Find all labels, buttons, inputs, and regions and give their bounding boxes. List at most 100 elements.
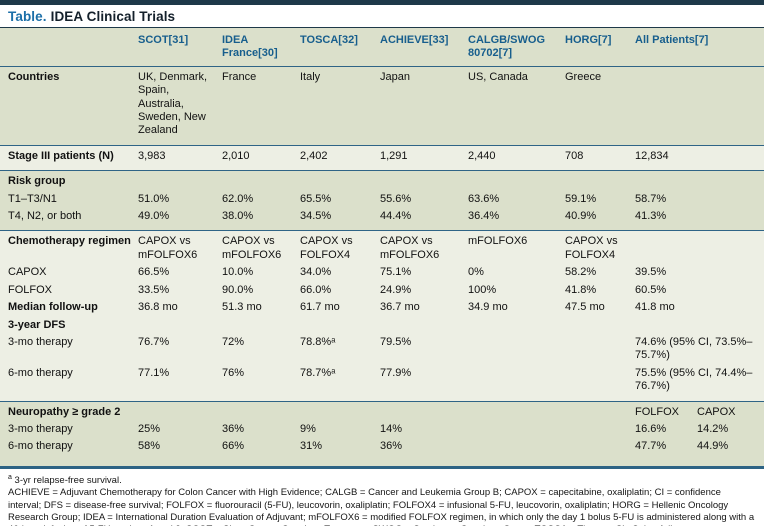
row-label: 3-mo therapy <box>8 422 73 435</box>
row-label: Chemotherapy regimen <box>0 230 138 265</box>
row-label: Median follow-up <box>8 301 98 314</box>
table-cell: 49.0% <box>138 210 170 223</box>
table-row: 6-mo therapy 77.1% 76% 78.7%ᵃ 77.9% 75.5… <box>0 365 764 401</box>
row-label: T4, N2, or both <box>8 210 82 223</box>
table-row: Median follow-up 36.8 mo 51.3 mo 61.7 mo… <box>0 299 764 316</box>
table-row: 3-mo therapy 76.7% 72% 78.8%ᵃ 79.5% 74.6… <box>0 334 764 365</box>
header-empty-cell <box>0 28 138 67</box>
row-label: Countries <box>0 65 138 146</box>
header-col-achieve: ACHIEVE[33] <box>380 34 449 46</box>
table-cell <box>635 65 764 146</box>
table-cell: 2,440 <box>468 144 565 171</box>
footnote-marker: a <box>8 473 12 481</box>
table-cell: 36% <box>222 422 245 435</box>
row-label: 6-mo therapy <box>8 440 73 453</box>
section-stage: Stage III patients (N) 3,983 2,010 2,402… <box>0 144 764 171</box>
table-cell: mFOLFOX6 <box>468 230 565 265</box>
table-row: 3-year DFS <box>0 317 764 334</box>
clinical-trials-table: SCOT[31] IDEA France[30] TOSCA[32] ACHIE… <box>0 27 764 469</box>
table-cell: 51.3 mo <box>222 301 262 314</box>
table-cell: CAPOX vs mFOLFOX6 <box>380 230 468 265</box>
table-cell: 66% <box>222 440 245 453</box>
table-cell: Greece <box>565 65 635 146</box>
table-row: T4, N2, or both 49.0% 38.0% 34.5% 44.4% … <box>0 208 764 231</box>
table-cell: 38.0% <box>222 210 254 223</box>
table-cell: 0% <box>468 266 484 279</box>
table-cell <box>565 365 635 401</box>
table-header: SCOT[31] IDEA France[30] TOSCA[32] ACHIE… <box>0 27 764 67</box>
table-cell: 3,983 <box>138 144 222 171</box>
table-cell: 60.5% <box>635 283 667 296</box>
table-cell <box>565 421 635 438</box>
table-cell: 58.2% <box>565 266 597 279</box>
table-cell: 59.1% <box>565 192 597 205</box>
subcol-folfox-value: 16.6% <box>635 422 667 435</box>
table-cell: 16.6% 14.2% <box>635 421 764 438</box>
table-cell: 75.1% <box>380 266 412 279</box>
row-label: 3-mo therapy <box>8 335 73 348</box>
table-cell <box>565 438 635 467</box>
header-col-horg: HORG[7] <box>565 34 612 46</box>
table-cell: 77.1% <box>138 366 170 379</box>
table-cell: 31% <box>300 440 323 453</box>
table-cell: 708 <box>565 144 635 171</box>
table-cell: 74.6% (95% CI, 73.5%–75.7%) <box>635 335 753 362</box>
table-cell: CAPOX vs FOLFOX4 <box>300 230 380 265</box>
table-cell <box>468 438 565 467</box>
subcol-folfox-header: FOLFOX <box>635 405 680 418</box>
table-cell: 2,402 <box>300 144 380 171</box>
table-cell: 58% <box>138 440 161 453</box>
table-cell: 34.9 mo <box>468 301 508 314</box>
table-row: 3-mo therapy 25% 36% 9% 14% 16.6% 14.2% <box>0 421 764 438</box>
header-col-tosca: TOSCA[32] <box>300 34 358 46</box>
section-countries: Countries UK, Denmark, Spain, Australia,… <box>0 65 764 146</box>
table-cell: Japan <box>380 65 468 146</box>
header-col-all-patients: All Patients[7] <box>635 34 709 46</box>
table-cell: 1,291 <box>380 144 468 171</box>
table-cell: 39.5% <box>635 266 667 279</box>
table-cell: 75.5% (95% CI, 74.4%–76.7%) <box>635 366 753 393</box>
row-label: T1–T3/N1 <box>8 192 57 205</box>
table-title-text: IDEA Clinical Trials <box>50 9 176 24</box>
table-footnotes: a 3-yr relapse-free survival. ACHIEVE = … <box>0 469 764 526</box>
table-cell: 79.5% <box>380 335 412 348</box>
table-row: FOLFOX 33.5% 90.0% 66.0% 24.9% 100% 41.8… <box>0 282 764 299</box>
table-row: T1–T3/N1 51.0% 62.0% 65.5% 55.6% 63.6% 5… <box>0 191 764 208</box>
row-label: 6-mo therapy <box>8 366 73 379</box>
section-chemotherapy: Chemotherapy regimen CAPOX vs mFOLFOX6 C… <box>0 230 764 402</box>
table-cell: 78.7%ᵃ <box>300 366 336 379</box>
table-cell: 34.5% <box>300 210 332 223</box>
table-cell: 40.9% <box>565 210 597 223</box>
table-row: Chemotherapy regimen CAPOX vs mFOLFOX6 C… <box>0 230 764 265</box>
footnote-survival: a 3-yr relapse-free survival. <box>8 473 756 488</box>
table-cell: 90.0% <box>222 283 254 296</box>
table-cell <box>468 421 565 438</box>
table-row: Countries UK, Denmark, Spain, Australia,… <box>0 65 764 146</box>
row-label: Stage III patients (N) <box>0 144 138 171</box>
table-cell: 34.0% <box>300 266 332 279</box>
table-cell <box>468 334 565 365</box>
table-cell: 76.7% <box>138 335 170 348</box>
table-cell: France <box>222 65 300 146</box>
footnote-abbreviations: ACHIEVE = Adjuvant Chemotherapy for Colo… <box>8 487 755 526</box>
top-border-bar <box>0 0 764 5</box>
table-cell: 77.9% <box>380 366 412 379</box>
table-cell: 36% <box>380 440 403 453</box>
header-row: SCOT[31] IDEA France[30] TOSCA[32] ACHIE… <box>0 28 764 67</box>
row-label: Neuropathy ≥ grade 2 <box>0 400 635 421</box>
table-cell: 78.8%ᵃ <box>300 335 336 348</box>
table-cell: 47.7% 44.9% <box>635 438 764 467</box>
table-cell: 58.7% <box>635 192 667 205</box>
table-cell: 36.4% <box>468 210 500 223</box>
table-cell: 63.6% <box>468 192 500 205</box>
table-cell: 25% <box>138 422 161 435</box>
table-row: Neuropathy ≥ grade 2 FOLFOX CAPOX <box>0 400 764 421</box>
table-cell: 62.0% <box>222 192 254 205</box>
footnote-survival-text: 3-yr relapse-free survival. <box>14 474 122 486</box>
section-neuropathy: Neuropathy ≥ grade 2 FOLFOX CAPOX 3-mo t… <box>0 400 764 468</box>
table-cell: 47.5 mo <box>565 301 605 314</box>
table-cell <box>635 230 764 265</box>
table-cell <box>565 334 635 365</box>
subcol-folfox-value: 47.7% <box>635 440 667 453</box>
